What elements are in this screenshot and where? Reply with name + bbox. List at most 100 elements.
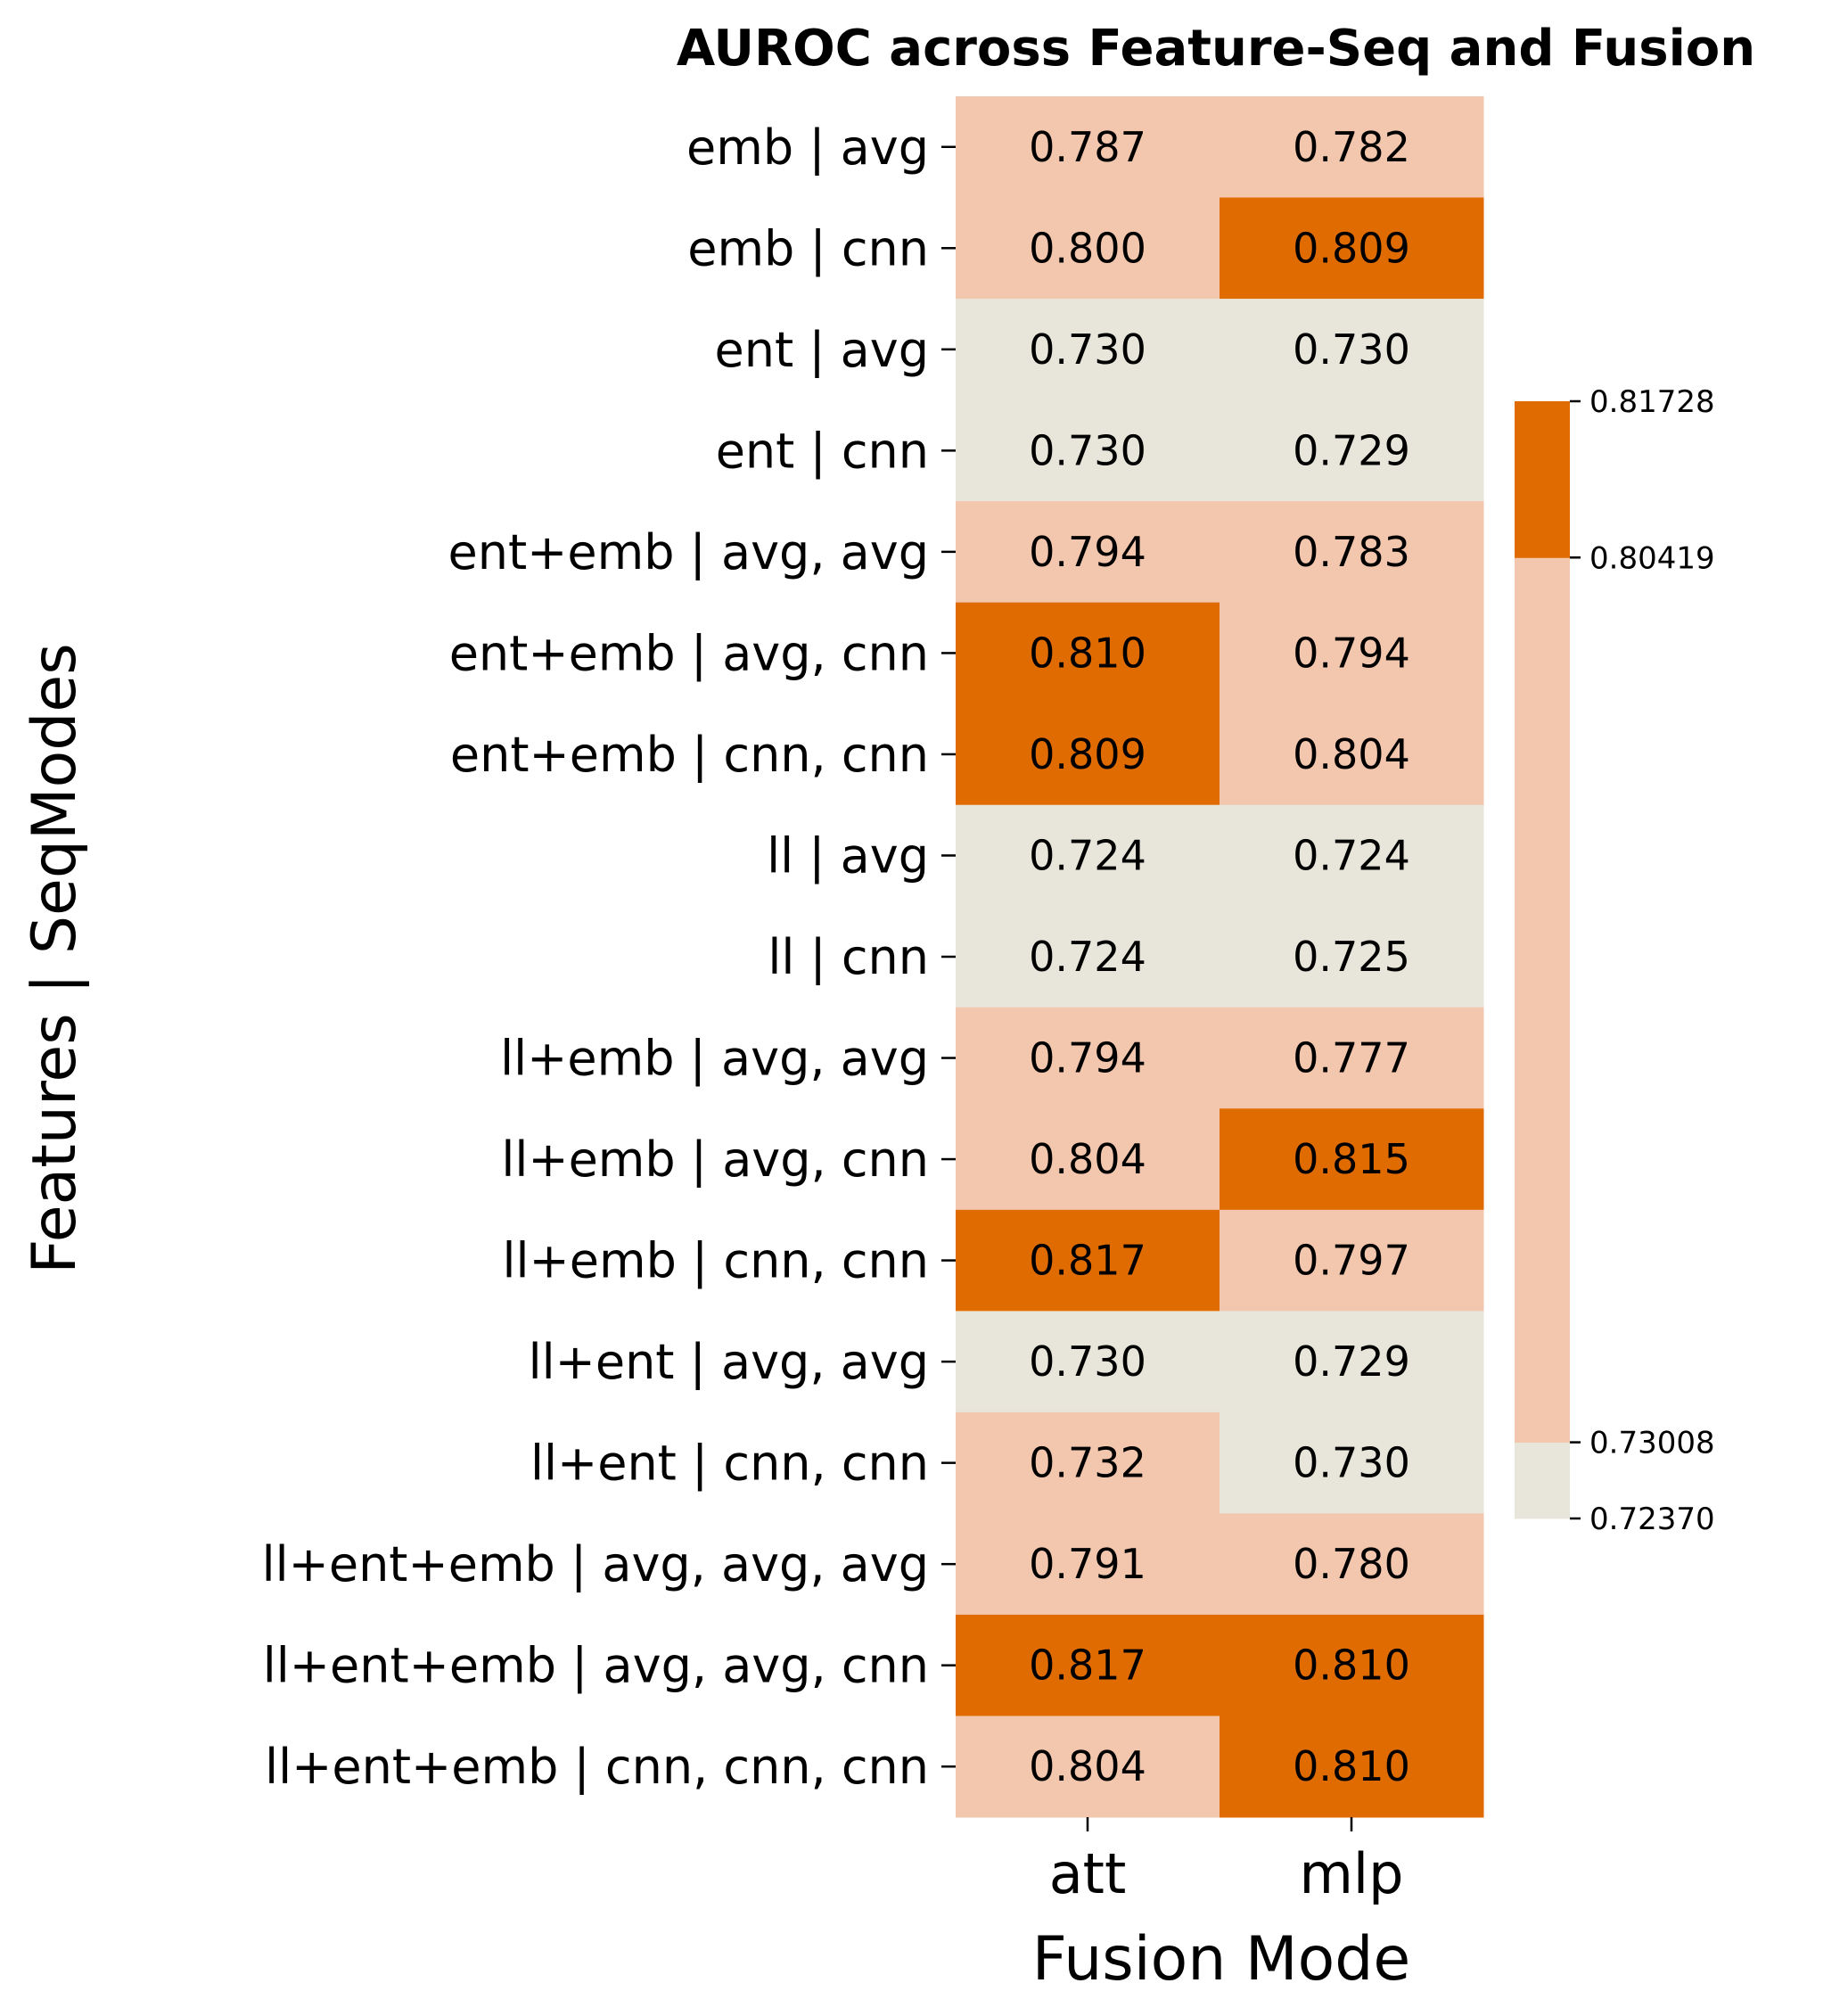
heatmap-cell (956, 1311, 1220, 1413)
heatmap-cell (956, 1209, 1220, 1312)
colorbar-tick-label: 0.81728 (1589, 384, 1715, 420)
cell-value-label: 0.724 (1029, 933, 1146, 981)
heatmap-cell (1220, 96, 1484, 199)
cell-value-label: 0.724 (1293, 831, 1410, 879)
cell-value-label: 0.782 (1293, 123, 1410, 171)
x-tick-label: att (1049, 1841, 1127, 1906)
cell-value-label: 0.794 (1029, 1034, 1146, 1082)
heatmap-cell (1220, 1513, 1484, 1616)
cell-value-label: 0.804 (1029, 1742, 1146, 1790)
heatmap-cell (956, 906, 1220, 1008)
colorbar-tick-label: 0.80419 (1589, 540, 1715, 576)
heatmap-cell (1220, 1614, 1484, 1716)
colorbar-tick-label: 0.73008 (1589, 1426, 1715, 1461)
heatmap-cell (1220, 1108, 1484, 1211)
heatmap-cell (956, 1007, 1220, 1109)
y-tick-label: ent+emb | avg, cnn (449, 625, 929, 681)
heatmap-cells: 0.787 0.782 0.800 0.809 0.730 0.730 0.730 0.729… (956, 96, 1484, 1818)
y-tick-label: ll+emb | cnn, cnn (503, 1233, 930, 1289)
heatmap-cell (1220, 1311, 1484, 1413)
heatmap-cell (956, 299, 1220, 401)
colorbar-segment (1515, 1442, 1570, 1519)
heatmap-cell (1220, 501, 1484, 604)
cell-value-label: 0.815 (1293, 1135, 1410, 1183)
cell-value-label: 0.791 (1029, 1540, 1146, 1588)
cell-value-label: 0.725 (1293, 933, 1410, 981)
heatmap-cell (956, 501, 1220, 604)
heatmap-cell (1220, 1209, 1484, 1312)
cell-value-label: 0.730 (1029, 1337, 1146, 1386)
y-tick-label: ll+emb | avg, avg (500, 1031, 929, 1087)
colorbar-segment (1515, 557, 1570, 1444)
cell-value-label: 0.729 (1293, 426, 1410, 474)
y-tick-label: ll | cnn (768, 929, 929, 985)
heatmap-cell (1220, 906, 1484, 1008)
cell-value-label: 0.817 (1029, 1642, 1146, 1690)
cell-value-label: 0.729 (1293, 1337, 1410, 1386)
cell-value-label: 0.777 (1293, 1034, 1410, 1082)
heatmap-cell (1220, 602, 1484, 704)
y-tick-label: ll+ent | avg, avg (529, 1334, 929, 1390)
cell-value-label: 0.804 (1293, 730, 1410, 778)
chart-title: AUROC across Feature-Seq and Fusion (677, 20, 1755, 78)
cell-value-label: 0.732 (1029, 1439, 1146, 1487)
y-tick-label: ll | avg (767, 827, 929, 884)
heatmap-cell (1220, 804, 1484, 907)
cell-value-label: 0.810 (1293, 1742, 1410, 1790)
heatmap-cell (956, 1108, 1220, 1211)
y-tick-label: ll+ent+emb | cnn, cnn, cnn (265, 1739, 929, 1795)
y-axis-label: Features | SeqModes (20, 643, 90, 1273)
cell-value-label: 0.810 (1293, 1642, 1410, 1690)
cell-value-label: 0.810 (1029, 629, 1146, 677)
y-tick-label: ll+ent+emb | avg, avg, cnn (263, 1638, 929, 1694)
heatmap-cell (956, 1716, 1220, 1818)
heatmap-cell (956, 399, 1220, 502)
heatmap-cell (1220, 299, 1484, 401)
y-tick-label: ent | cnn (716, 423, 929, 479)
cell-value-label: 0.783 (1293, 528, 1410, 576)
heatmap-cell (1220, 197, 1484, 300)
cell-value-label: 0.724 (1029, 831, 1146, 879)
cell-value-label: 0.809 (1029, 730, 1146, 778)
y-tick-label: emb | avg (686, 119, 929, 176)
heatmap-cell (956, 804, 1220, 907)
cell-value-label: 0.780 (1293, 1540, 1410, 1588)
heatmap-cell (956, 1513, 1220, 1616)
cell-value-label: 0.804 (1029, 1135, 1146, 1183)
heatmap-cell (956, 96, 1220, 199)
x-tick-label: mlp (1300, 1841, 1404, 1906)
y-axis-ticks: emb | avg emb | cnn ent | avg ent | cnn ent+… (262, 119, 956, 1795)
cell-value-label: 0.730 (1293, 325, 1410, 374)
cell-value-label: 0.797 (1293, 1237, 1410, 1285)
heatmap-cell (1220, 1007, 1484, 1109)
x-axis-label: Fusion Mode (1032, 1924, 1410, 1995)
heatmap-cell (956, 1614, 1220, 1716)
cell-value-label: 0.730 (1029, 325, 1146, 374)
cell-value-label: 0.794 (1029, 528, 1146, 576)
heatmap-cell (956, 1411, 1220, 1514)
cell-value-label: 0.794 (1293, 629, 1410, 677)
y-tick-label: ll+ent | cnn, cnn (530, 1436, 929, 1492)
y-tick-label: ll+ent+emb | avg, avg, avg (262, 1536, 929, 1592)
y-tick-label: ent+emb | cnn, cnn (450, 727, 929, 783)
cell-value-label: 0.809 (1293, 224, 1410, 272)
heatmap-cell (1220, 1716, 1484, 1818)
heatmap-cell (956, 602, 1220, 704)
y-tick-label: ent | avg (715, 322, 929, 378)
cell-value-label: 0.730 (1029, 426, 1146, 474)
heatmap-cell (956, 704, 1220, 806)
heatmap-cell (1220, 1411, 1484, 1514)
cell-value-label: 0.730 (1293, 1439, 1410, 1487)
cell-value-label: 0.817 (1029, 1237, 1146, 1285)
y-tick-label: ll+emb | avg, cnn (501, 1131, 929, 1188)
colorbar-segment (1515, 401, 1570, 558)
heatmap-cell (956, 197, 1220, 300)
colorbar-tick-label: 0.72370 (1589, 1502, 1715, 1537)
heatmap-cell (1220, 399, 1484, 502)
x-axis-ticks: att mlp (1049, 1817, 1404, 1906)
y-tick-label: emb | cnn (687, 220, 929, 276)
cell-value-label: 0.800 (1029, 224, 1146, 272)
cell-value-label: 0.787 (1029, 123, 1146, 171)
heatmap-cell (1220, 704, 1484, 806)
